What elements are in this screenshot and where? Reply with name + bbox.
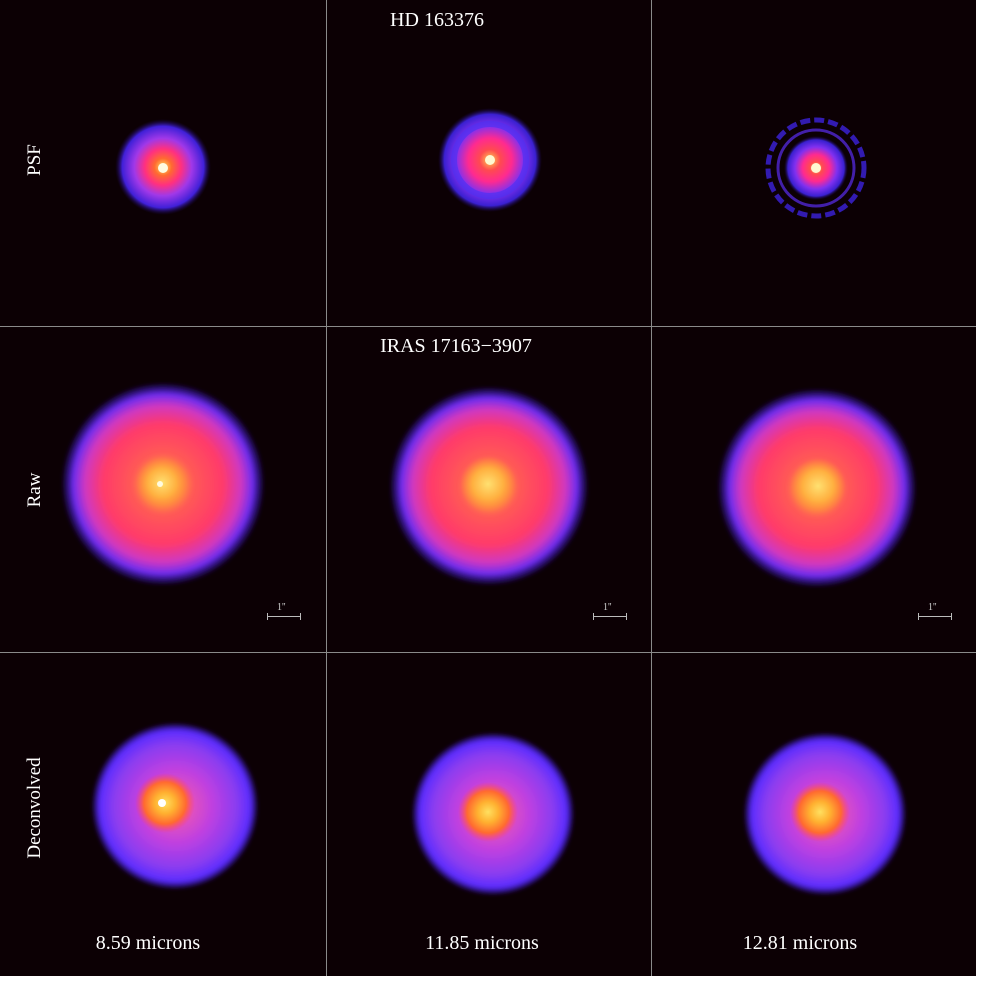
scale-bar: 1'' (267, 602, 301, 624)
psf-image-12-81 (765, 117, 867, 219)
raw-image-11-85 (391, 388, 587, 584)
deconvolved-image-8-59 (93, 724, 257, 888)
psf-image-11-85 (438, 108, 542, 212)
row-label-raw: Raw (24, 472, 45, 508)
deconvolved-image-12-81 (745, 734, 905, 894)
row-divider (0, 652, 976, 653)
psf-image-8-59 (115, 119, 211, 215)
row-label-deconvolved: Deconvolved (24, 757, 45, 859)
row-label-psf: PSF (24, 144, 45, 176)
object-title: IRAS 17163−3907 (380, 335, 532, 357)
scale-bar-label: 1'' (928, 602, 937, 613)
raw-image-12-81 (719, 390, 915, 586)
wavelength-label-2: 11.85 microns (425, 932, 539, 954)
deconvolved-image-11-85 (413, 734, 573, 894)
column-divider (651, 0, 652, 976)
scale-bar: 1'' (918, 602, 952, 624)
row-divider (0, 326, 976, 327)
scale-bar-label: 1'' (277, 602, 286, 613)
column-divider (326, 0, 327, 976)
scale-bar: 1'' (593, 602, 627, 624)
psf-star-title: HD 163376 (390, 9, 484, 31)
wavelength-label-1: 8.59 microns (95, 932, 201, 954)
raw-image-8-59 (63, 384, 263, 584)
wavelength-label-3: 12.81 microns (742, 932, 858, 954)
scale-bar-label: 1'' (603, 602, 612, 613)
